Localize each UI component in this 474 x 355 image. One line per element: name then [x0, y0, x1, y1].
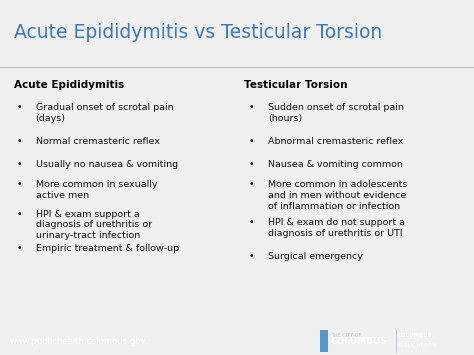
Text: www.publichealth.columbus.gov: www.publichealth.columbus.gov	[9, 337, 146, 345]
Text: Sudden onset of scrotal pain
(hours): Sudden onset of scrotal pain (hours)	[268, 103, 404, 123]
Text: Abnormal cremasteric reflex: Abnormal cremasteric reflex	[268, 137, 403, 146]
Text: •: •	[17, 103, 22, 112]
Text: PUBLIC HEALTH: PUBLIC HEALTH	[398, 343, 436, 348]
Text: HPI & exam support a
diagnosis of urethritis or
urinary-tract infection: HPI & exam support a diagnosis of urethr…	[36, 209, 152, 240]
Text: •: •	[17, 209, 22, 219]
Text: Usually no nausea & vomiting: Usually no nausea & vomiting	[36, 160, 178, 169]
Text: Empiric treatment & follow-up: Empiric treatment & follow-up	[36, 244, 179, 253]
Text: Surgical emergency: Surgical emergency	[268, 252, 363, 261]
Text: •: •	[17, 160, 22, 169]
Text: •: •	[249, 160, 255, 169]
Text: •: •	[249, 218, 255, 227]
Text: •: •	[17, 244, 22, 253]
Text: COLUMBUS: COLUMBUS	[331, 337, 388, 346]
Text: •: •	[249, 103, 255, 112]
Text: •: •	[249, 137, 255, 146]
Text: THE CITY OF: THE CITY OF	[331, 333, 361, 338]
Text: More common in adolescents
and in men without evidence
of inflammation or infect: More common in adolescents and in men wi…	[268, 180, 407, 211]
Text: COLUMBUS: COLUMBUS	[398, 333, 433, 338]
Text: Acute Epididymitis: Acute Epididymitis	[14, 80, 125, 90]
Text: •: •	[249, 252, 255, 261]
Text: •: •	[17, 137, 22, 146]
Text: •: •	[17, 180, 22, 189]
Text: HPI & exam do not support a
diagnosis of urethritis or UTI: HPI & exam do not support a diagnosis of…	[268, 218, 405, 237]
Text: Acute Epididymitis vs Testicular Torsion: Acute Epididymitis vs Testicular Torsion	[14, 23, 383, 42]
Text: More common in sexually
active men: More common in sexually active men	[36, 180, 157, 200]
Text: •: •	[249, 180, 255, 189]
Text: Normal cremasteric reflex: Normal cremasteric reflex	[36, 137, 159, 146]
Text: Gradual onset of scrotal pain
(days): Gradual onset of scrotal pain (days)	[36, 103, 173, 123]
Text: Nausea & vomiting common: Nausea & vomiting common	[268, 160, 403, 169]
FancyBboxPatch shape	[320, 330, 328, 352]
Text: Testicular Torsion: Testicular Torsion	[244, 80, 347, 90]
